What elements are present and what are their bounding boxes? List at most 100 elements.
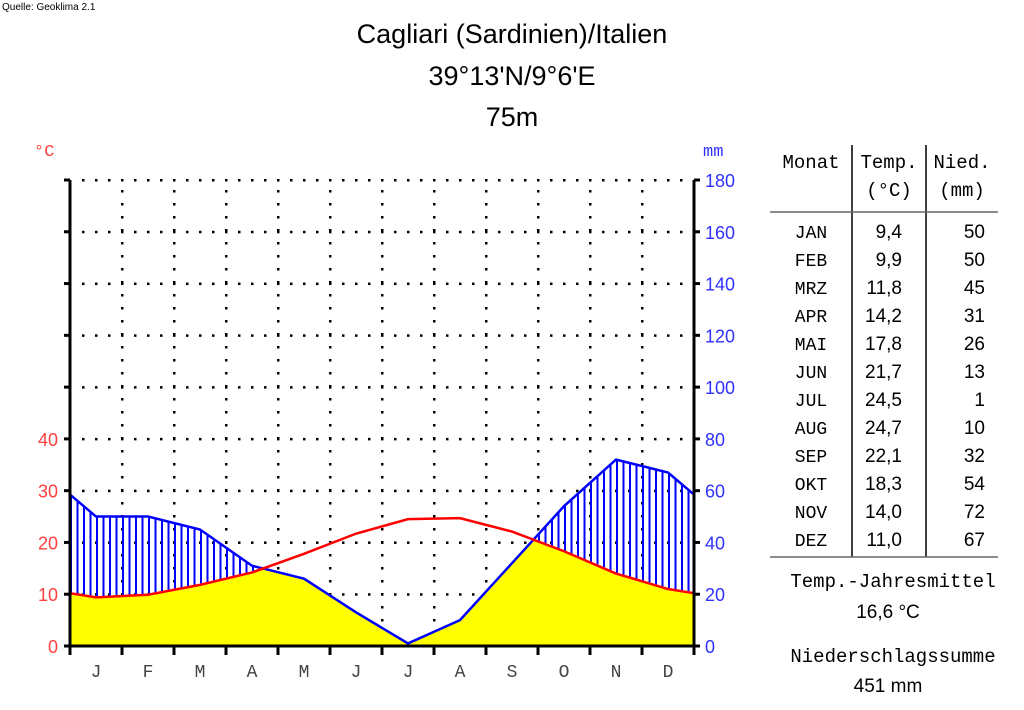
grid-dot bbox=[485, 515, 488, 518]
grid-dot bbox=[537, 411, 540, 414]
grid-dot bbox=[472, 179, 475, 182]
grid-dot bbox=[381, 424, 384, 427]
grid-dot bbox=[173, 255, 176, 258]
grid-dot bbox=[173, 424, 176, 427]
grid-dot bbox=[329, 216, 332, 219]
grid-dot bbox=[589, 230, 592, 234]
grid-dot bbox=[485, 385, 488, 388]
grid-dot bbox=[381, 346, 384, 349]
grid-dot bbox=[329, 203, 332, 206]
grid-dot bbox=[433, 320, 436, 323]
grid-dot bbox=[433, 294, 436, 297]
grid-dot bbox=[95, 282, 98, 286]
precip-tick-label: 0 bbox=[705, 637, 715, 657]
grid-dot bbox=[134, 282, 137, 286]
grid-dot bbox=[290, 437, 293, 441]
grid-dot bbox=[459, 230, 462, 234]
grid-dot bbox=[277, 437, 280, 440]
grid-dot bbox=[82, 230, 85, 234]
grid-dot bbox=[277, 476, 280, 479]
grid-dot bbox=[433, 255, 436, 258]
grid-dot bbox=[537, 437, 540, 440]
grid-dot bbox=[238, 386, 241, 389]
grid-dot bbox=[589, 307, 592, 310]
grid-dot bbox=[537, 372, 540, 375]
table-precip: 13 bbox=[964, 362, 985, 383]
grid-dot bbox=[589, 255, 592, 258]
grid-dot bbox=[381, 541, 384, 544]
grid-dot bbox=[420, 334, 423, 337]
grid-dot bbox=[433, 476, 436, 479]
grid-dot bbox=[329, 282, 332, 286]
table-precip: 10 bbox=[964, 418, 985, 439]
grid-dot bbox=[641, 333, 644, 336]
grid-dot bbox=[420, 489, 423, 493]
grid-dot bbox=[225, 489, 228, 492]
grid-dot bbox=[173, 307, 176, 310]
grid-dot bbox=[485, 282, 488, 286]
grid-dot bbox=[641, 179, 644, 182]
grid-dot bbox=[303, 334, 306, 337]
grid-dot bbox=[368, 334, 371, 337]
grid-dot bbox=[589, 282, 592, 286]
grid-dot bbox=[459, 386, 462, 389]
grid-dot bbox=[576, 334, 579, 337]
grid-dot bbox=[121, 229, 124, 232]
grid-dot bbox=[641, 359, 644, 362]
grid-dot bbox=[212, 230, 215, 234]
grid-dot bbox=[121, 294, 124, 297]
grid-dot bbox=[121, 437, 124, 440]
table-precip: 31 bbox=[964, 306, 985, 327]
grid-dot bbox=[433, 385, 436, 388]
grid-dot bbox=[329, 268, 332, 271]
grid-dot bbox=[277, 450, 280, 453]
grid-dot bbox=[251, 230, 254, 234]
grid-dot bbox=[381, 190, 384, 193]
grid-dot bbox=[589, 372, 592, 375]
grid-dot bbox=[277, 216, 280, 219]
grid-dot bbox=[329, 242, 332, 245]
grid-dot bbox=[381, 230, 384, 234]
grid-dot bbox=[394, 386, 397, 389]
grid-dot bbox=[589, 476, 592, 479]
grid-dot bbox=[277, 281, 280, 284]
grid-dot bbox=[121, 282, 124, 286]
grid-dot bbox=[563, 282, 566, 286]
temp-tick-label: 0 bbox=[48, 637, 58, 657]
grid-dot bbox=[433, 282, 436, 286]
grid-dot bbox=[381, 437, 384, 440]
grid-dot bbox=[121, 307, 124, 310]
grid-dot bbox=[277, 502, 280, 505]
grid-dot bbox=[173, 294, 176, 297]
grid-dot bbox=[82, 386, 85, 389]
table-precip: 50 bbox=[964, 250, 985, 271]
table-precip: 1 bbox=[974, 390, 985, 411]
grid-dot bbox=[537, 450, 540, 453]
grid-dot bbox=[264, 541, 267, 544]
grid-dot bbox=[420, 437, 423, 441]
month-label: O bbox=[559, 663, 570, 683]
grid-dot bbox=[485, 203, 488, 206]
grid-dot bbox=[589, 190, 592, 193]
grid-dot bbox=[472, 386, 475, 389]
grid-dot bbox=[121, 424, 124, 427]
grid-dot bbox=[394, 489, 397, 493]
grid-dot bbox=[485, 334, 488, 337]
header-precip: Nied. bbox=[933, 152, 990, 174]
grid-dot bbox=[641, 307, 644, 310]
precip-tick-label: 160 bbox=[705, 223, 735, 243]
precip-tick-label: 40 bbox=[705, 533, 725, 553]
grid-dot bbox=[381, 359, 384, 362]
grid-dot bbox=[576, 489, 579, 493]
grid-dot bbox=[641, 398, 644, 401]
table-month: MAI bbox=[795, 336, 827, 356]
grid-dot bbox=[641, 424, 644, 427]
month-label: A bbox=[247, 663, 258, 683]
grid-dot bbox=[589, 398, 592, 401]
grid-dot bbox=[433, 528, 436, 531]
grid-dot bbox=[485, 179, 488, 182]
grid-dot bbox=[82, 179, 85, 182]
precip-tick-label: 180 bbox=[705, 171, 735, 191]
grid-dot bbox=[225, 230, 228, 234]
grid-dot bbox=[537, 268, 540, 271]
